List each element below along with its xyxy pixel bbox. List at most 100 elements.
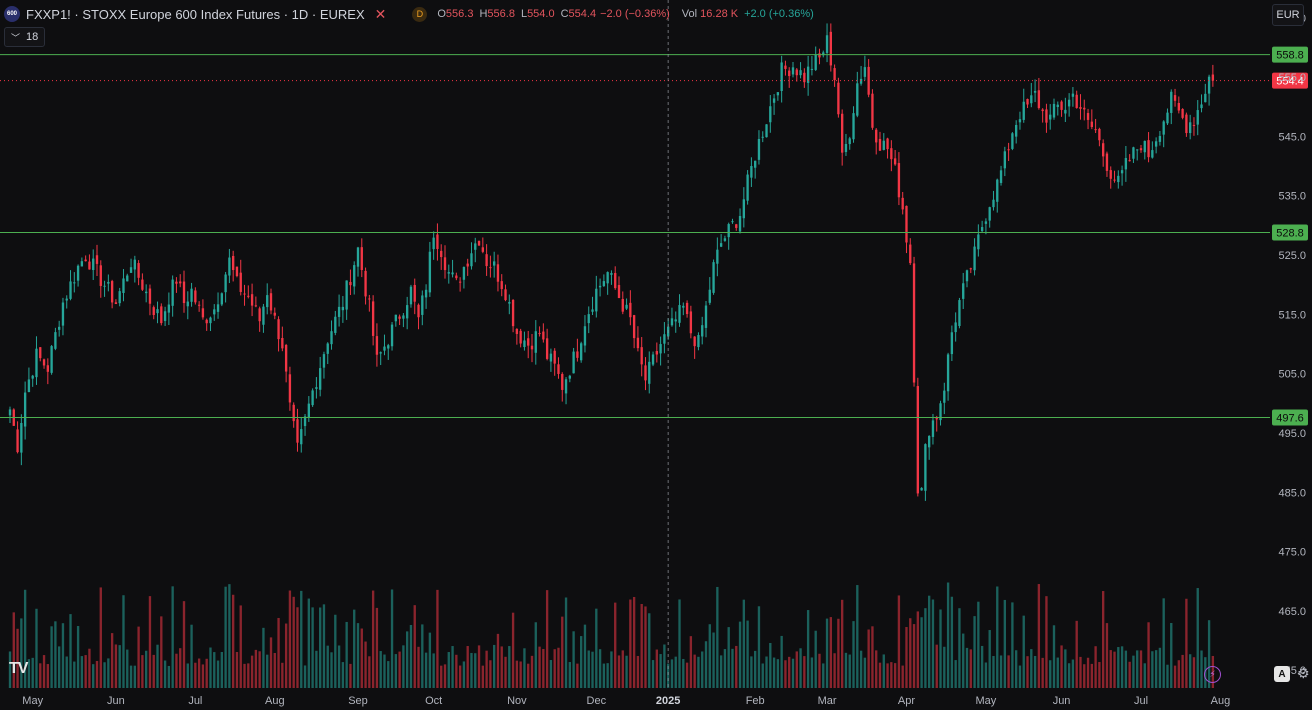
- currency-button[interactable]: EUR: [1272, 4, 1304, 26]
- candle-body: [750, 166, 753, 178]
- volume-bar: [610, 651, 613, 688]
- candle-body: [1064, 109, 1067, 114]
- candle-body: [1098, 128, 1101, 141]
- volume-bar: [935, 644, 938, 688]
- volume-bar: [239, 605, 242, 688]
- candle-body: [432, 237, 435, 250]
- volume-bar: [334, 614, 337, 688]
- volume-bar: [118, 645, 121, 688]
- chevron-down-icon: ﹀: [11, 32, 21, 43]
- candle-body: [863, 67, 867, 77]
- candle-body: [194, 290, 197, 303]
- volume-bar: [73, 661, 76, 688]
- volume-bar: [754, 650, 757, 688]
- volume-bar: [175, 653, 178, 688]
- candle-body: [228, 257, 231, 276]
- close-icon[interactable]: ✕: [374, 5, 387, 22]
- candle-body: [466, 263, 469, 267]
- candle-body: [708, 289, 711, 303]
- auto-scale-button[interactable]: A: [1274, 666, 1290, 682]
- volume-bar: [1003, 599, 1006, 688]
- lightning-icon[interactable]: ⚡: [1204, 666, 1221, 683]
- candle-body: [1075, 94, 1078, 108]
- volume-bar: [292, 596, 295, 688]
- candle-body: [23, 392, 27, 427]
- candle-body: [353, 265, 356, 287]
- candle-body: [334, 316, 337, 333]
- candle-body: [76, 265, 80, 281]
- candle-body: [780, 62, 783, 92]
- tradingview-logo-icon[interactable]: TV: [9, 660, 28, 677]
- candle-body: [31, 375, 34, 379]
- volume-bar: [50, 626, 53, 688]
- candle-body: [470, 253, 473, 267]
- candle-body: [591, 309, 594, 312]
- candle-body: [587, 314, 590, 324]
- volume-bar: [443, 664, 447, 688]
- time-tick-label: Dec: [587, 695, 607, 707]
- gear-icon[interactable]: ⚙: [1297, 665, 1310, 681]
- volume-bar: [250, 655, 254, 688]
- volume-bar: [708, 624, 711, 688]
- indicator-toggle[interactable]: ﹀ 18: [4, 27, 46, 47]
- candle-body: [292, 404, 295, 422]
- candle-body: [254, 305, 258, 307]
- volume-bar: [1196, 588, 1199, 688]
- volume-bar: [859, 650, 863, 688]
- volume-bar: [409, 624, 413, 688]
- volume-bar: [1045, 596, 1048, 688]
- candle-body: [803, 72, 806, 83]
- candle-body: [50, 346, 53, 373]
- candle-body: [95, 255, 99, 264]
- price-axis[interactable]: 565.0555.0545.0535.0525.0515.0505.0495.0…: [1278, 13, 1306, 677]
- candle-body: [996, 179, 999, 202]
- volume-bar: [213, 652, 216, 688]
- candle-body: [814, 54, 817, 70]
- volume-bar: [1007, 655, 1010, 688]
- volume-bar: [1037, 584, 1041, 688]
- volume-bar: [1030, 649, 1033, 688]
- volume-bar: [42, 655, 46, 688]
- candle-body: [46, 365, 49, 372]
- candle-body: [413, 285, 416, 302]
- candle-body: [901, 197, 904, 210]
- time-tick-label: Apr: [898, 695, 915, 707]
- volume-bar: [421, 624, 424, 688]
- candle-body: [689, 311, 693, 334]
- candle-body: [644, 365, 647, 381]
- candle-body: [950, 332, 954, 355]
- volume-bar: [315, 650, 318, 688]
- time-axis[interactable]: May Jun Jul Aug Sep Oct Nov Dec 2025 Feb Mar Apr May…: [22, 695, 1230, 707]
- volume-bar: [368, 656, 371, 688]
- candle-body: [1211, 74, 1215, 81]
- level-price-tag: [1272, 409, 1308, 426]
- volume-bar: [216, 660, 220, 688]
- volume-bar: [742, 599, 745, 688]
- symbol-title[interactable]: FXXP1! · STOXX Europe 600 Index Futures …: [26, 6, 365, 22]
- candle-body: [674, 319, 677, 322]
- volume-bar: [1136, 650, 1139, 688]
- volume-bar: [27, 659, 31, 688]
- candle-body: [1015, 124, 1018, 137]
- volume-bar: [519, 661, 522, 688]
- volume-bar: [727, 627, 730, 688]
- volume-bar: [160, 616, 163, 688]
- candle-body: [224, 274, 227, 293]
- level-price-label: 558.8: [1276, 50, 1304, 62]
- level-price-label: 497.6: [1276, 413, 1304, 425]
- volume-bar: [973, 616, 976, 688]
- candle-body: [1136, 149, 1139, 151]
- volume-bar: [999, 655, 1003, 688]
- time-tick-label: Nov: [507, 695, 527, 707]
- candle-body: [742, 199, 745, 219]
- time-tick-label: May: [976, 695, 997, 707]
- candle-body: [84, 259, 87, 262]
- volume-bar: [145, 650, 148, 688]
- volume-bar: [235, 651, 239, 688]
- data-source-badge[interactable]: D: [412, 6, 428, 22]
- volume-bar: [163, 660, 167, 688]
- volume-bar: [1102, 591, 1105, 688]
- volume-bar: [1117, 647, 1120, 688]
- volume-bar: [1083, 664, 1086, 688]
